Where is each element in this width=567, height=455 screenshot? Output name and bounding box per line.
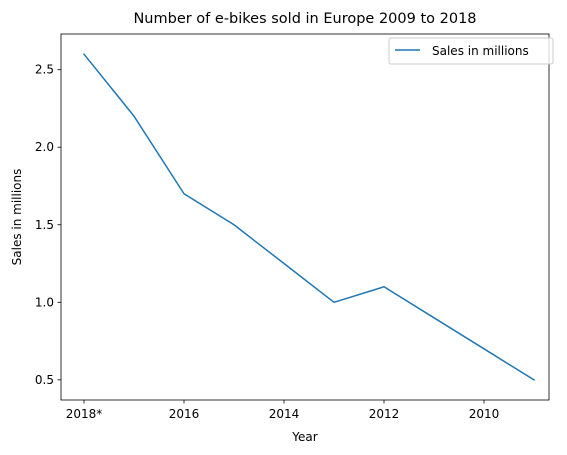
- plot-frame: [60, 33, 550, 401]
- x-tick-label: 2012: [369, 407, 400, 421]
- y-tick-label: 0.5: [35, 373, 54, 387]
- series-points: [83, 54, 535, 380]
- x-axis: 2018* 2016 2014 2012 2010: [66, 400, 500, 421]
- chart-title: Number of e-bikes sold in Europe 2009 to…: [133, 11, 476, 27]
- y-axis: 0.5 1.0 1.5 2.0 2.5: [35, 63, 61, 387]
- y-tick-label: 1.0: [35, 295, 54, 309]
- x-tick-label: 2014: [269, 407, 300, 421]
- y-tick-label: 2.5: [35, 63, 54, 77]
- y-tick-label: 2.0: [35, 140, 54, 154]
- legend-label: Sales in millions: [432, 44, 529, 58]
- x-tick-label: 2010: [469, 407, 500, 421]
- x-tick-label: 2018*: [66, 407, 103, 421]
- legend-box: [388, 37, 554, 65]
- x-tick-label: 2016: [169, 407, 200, 421]
- series-line-sales: [82, 53, 536, 381]
- y-axis-label: Sales in millions: [10, 169, 24, 266]
- legend: Sales in millions: [388, 37, 554, 65]
- x-axis-label: Year: [291, 430, 317, 444]
- y-tick-label: 1.5: [35, 218, 54, 232]
